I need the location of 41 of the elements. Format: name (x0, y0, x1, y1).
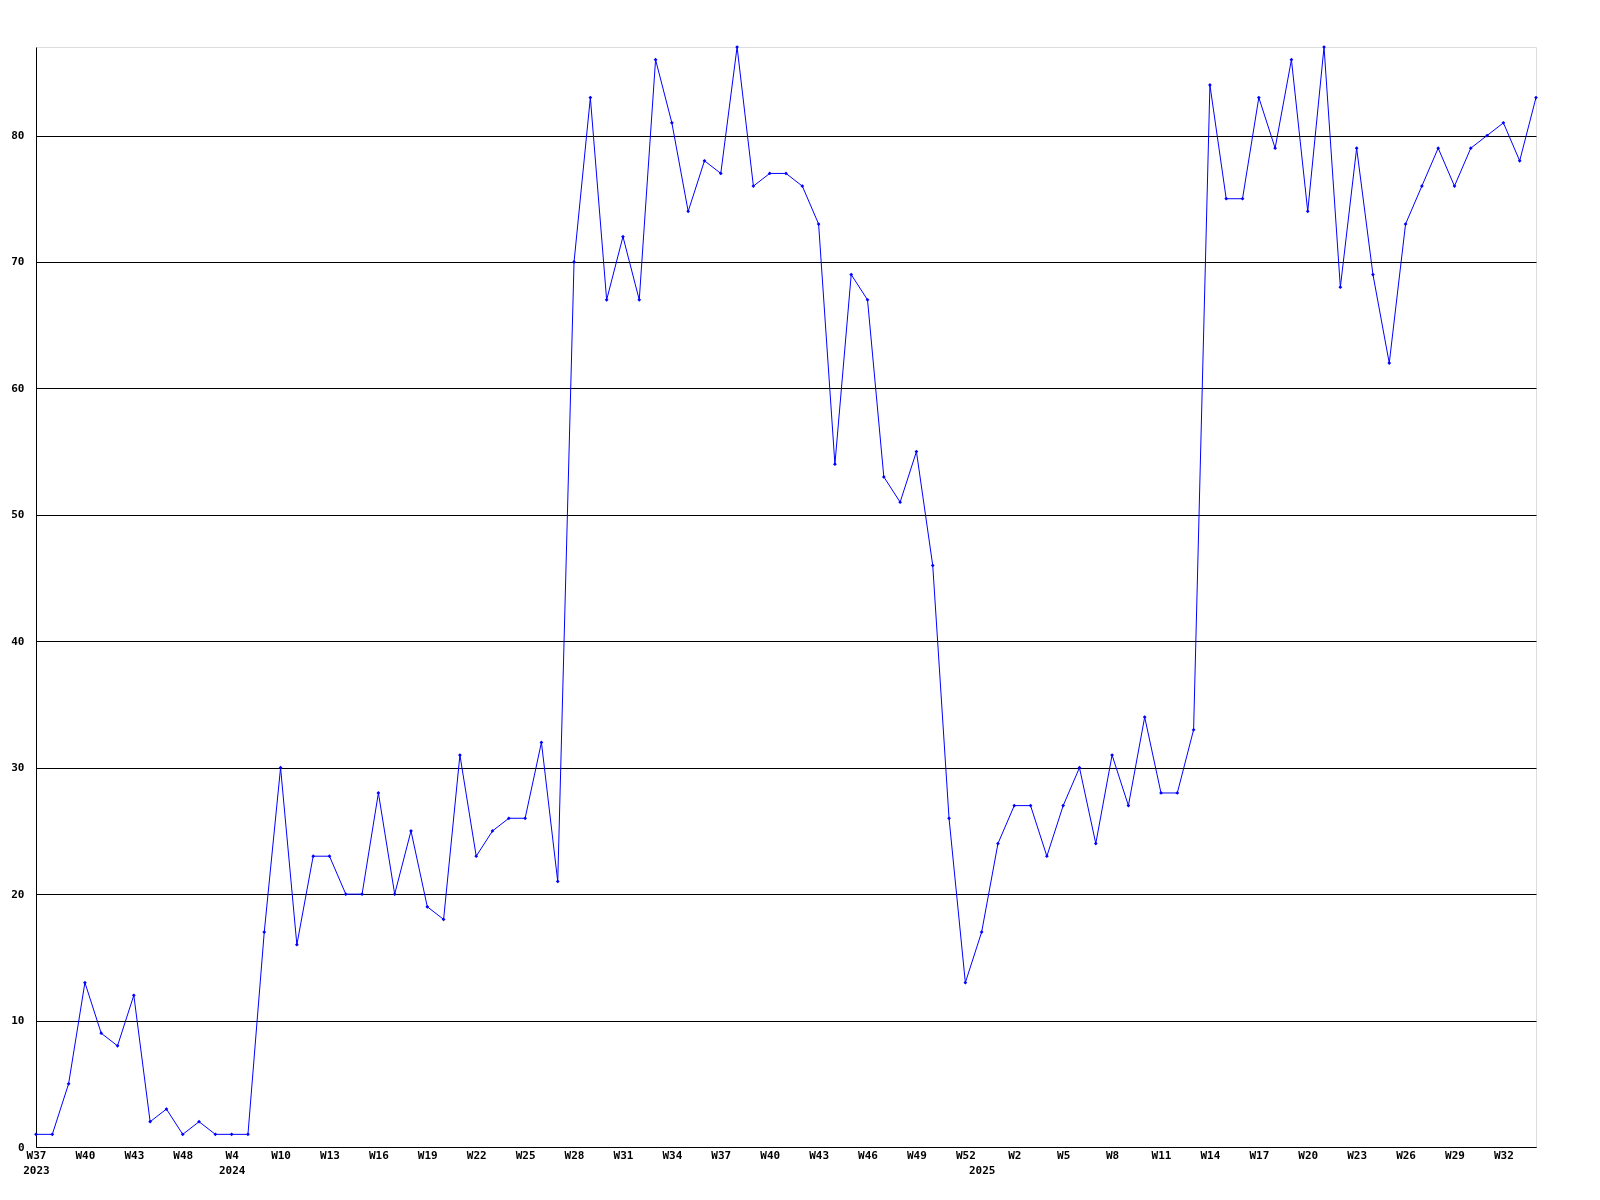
y-tick-label: 70 (11, 255, 25, 269)
x-tick-label: W16 (368, 1148, 390, 1162)
x-tick-label: W48 (173, 1148, 194, 1162)
x-tick-label: W19 (417, 1148, 438, 1162)
x-tick-label: 2025 (968, 1163, 996, 1177)
x-tick-label: W40 (75, 1148, 96, 1162)
x-tick-label: W37 (711, 1148, 732, 1162)
x-tick-label: W17 (1249, 1148, 1270, 1162)
y-tick-label: 20 (11, 887, 25, 901)
x-tick-label: W4 2024 (218, 1148, 246, 1177)
x-tick-label: W31 (613, 1148, 634, 1162)
x-tick-label: W13 (320, 1148, 340, 1162)
x-tick-label: W28 (564, 1148, 585, 1162)
y-tick-label: 30 (11, 761, 25, 775)
x-tick-label: W43 (124, 1148, 145, 1162)
x-tick-label: W14 (1200, 1148, 1221, 1162)
x-tick-label: W37 2023 (23, 1148, 50, 1177)
y-tick-label: 0 (17, 1140, 25, 1154)
x-tick-label: W23 (1347, 1148, 1368, 1162)
x-tick-label: W34 (662, 1148, 683, 1162)
x-tick-label: W22 (466, 1148, 487, 1162)
x-tick-label: W52 (955, 1148, 976, 1162)
x-tick-label: W26 (1396, 1148, 1417, 1162)
x-tick-label: W25 (515, 1148, 536, 1162)
x-tick-label: W49 (907, 1148, 927, 1162)
x-tick-label: W43 (809, 1148, 830, 1162)
y-tick-label: 40 (11, 634, 25, 648)
x-tick-label: W10 (271, 1148, 291, 1162)
x-tick-label: W2 (1008, 1148, 1022, 1162)
x-tick-label: W11 (1151, 1148, 1172, 1162)
x-tick-label: W40 (760, 1148, 781, 1162)
x-tick-label: W46 (858, 1148, 879, 1162)
x-tick-label: W5 (1057, 1148, 1071, 1162)
y-tick-label: 60 (11, 381, 25, 395)
y-tick-label: 10 (11, 1014, 25, 1028)
y-tick-label: 50 (11, 508, 25, 522)
x-tick-label: W29 (1445, 1148, 1465, 1162)
y-tick-label: 80 (11, 129, 25, 143)
x-tick-label: W20 (1298, 1148, 1319, 1162)
x-tick-label: W8 (1105, 1148, 1120, 1162)
x-tick-label: W32 (1493, 1148, 1514, 1162)
